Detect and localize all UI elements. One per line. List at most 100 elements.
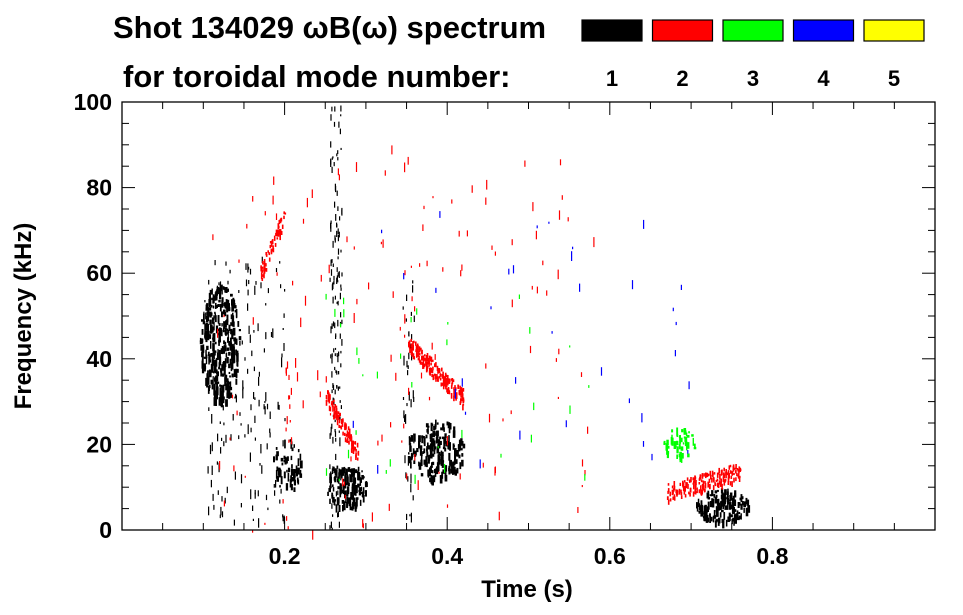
spectrum-point xyxy=(736,510,739,516)
spectrum-point xyxy=(219,514,221,519)
spectrum-point xyxy=(216,352,219,360)
spectrum-point xyxy=(734,467,736,470)
spectrum-point xyxy=(411,351,413,357)
spectrum-point xyxy=(421,355,423,361)
spectrum-point xyxy=(392,291,394,298)
spectrum-point xyxy=(354,469,358,474)
spectrum-point xyxy=(334,468,337,476)
spectrum-point xyxy=(432,430,435,438)
spectrum-point xyxy=(219,303,222,312)
spectrum-point xyxy=(272,195,274,205)
spectrum-point xyxy=(423,459,427,465)
spectrum-point xyxy=(208,279,210,285)
spectrum-point xyxy=(230,434,232,441)
spectrum-point xyxy=(368,282,370,290)
spectrum-point xyxy=(345,482,348,486)
spectrum-point xyxy=(676,446,679,454)
spectrum-point xyxy=(419,360,422,364)
spectrum-point xyxy=(232,414,234,421)
spectrum-point xyxy=(399,326,401,331)
spectrum-point xyxy=(717,482,719,488)
spectrum-point xyxy=(561,195,563,200)
spectrum-point xyxy=(214,260,216,266)
spectrum-point xyxy=(224,329,226,335)
spectrum-point xyxy=(400,353,402,359)
spectrum-point xyxy=(226,314,229,323)
spectrum-point xyxy=(235,393,237,398)
spectrum-point xyxy=(427,442,429,449)
spectrum-point xyxy=(413,340,415,344)
spectrum-point xyxy=(734,490,737,498)
spectrum-point xyxy=(203,311,205,316)
spectrum-point xyxy=(260,282,262,289)
spectrum-point xyxy=(233,519,235,526)
spectrum-point xyxy=(334,404,336,408)
spectrum-point xyxy=(723,499,726,503)
spectrum-point xyxy=(685,432,688,437)
spectrum-point xyxy=(214,390,217,400)
spectrum-point xyxy=(336,416,338,421)
legend-label-mode-4: 4 xyxy=(817,66,830,91)
spectrum-point xyxy=(327,394,330,400)
spectrum-point xyxy=(733,506,735,514)
spectrum-point xyxy=(738,512,741,515)
spectrum-point xyxy=(332,436,334,444)
spectrum-point xyxy=(216,383,218,388)
spectrum-point xyxy=(694,484,697,490)
spectrum-point xyxy=(381,434,383,442)
spectrum-point xyxy=(438,456,441,465)
spectrum-point xyxy=(288,395,290,400)
spectrum-point xyxy=(685,482,688,489)
spectrum-point xyxy=(410,338,412,342)
spectrum-point xyxy=(435,436,439,444)
spectrum-point xyxy=(412,285,414,293)
spectrum-point xyxy=(341,339,343,346)
spectrum-point xyxy=(266,443,268,450)
spectrum-point xyxy=(219,461,221,470)
spectrum-point xyxy=(440,374,442,377)
spectrum-point xyxy=(352,497,356,507)
spectrum-point xyxy=(302,400,304,409)
spectrum-point xyxy=(229,375,231,378)
spectrum-point xyxy=(551,331,553,334)
spectrum-point xyxy=(689,479,691,483)
spectrum-point xyxy=(738,477,741,482)
spectrum-point xyxy=(205,339,208,343)
spectrum-point xyxy=(577,507,579,513)
spectrum-point xyxy=(729,495,732,502)
spectrum-point xyxy=(405,472,407,479)
spectrum-point xyxy=(390,422,392,428)
spectrum-point xyxy=(327,398,330,402)
spectrum-point xyxy=(214,313,216,319)
spectrum-point xyxy=(204,324,206,333)
spectrum-point xyxy=(355,430,357,435)
spectrum-point xyxy=(735,470,737,473)
spectrum-point xyxy=(214,377,216,382)
spectrum-point xyxy=(340,363,342,368)
spectrum-point xyxy=(215,360,217,365)
spectrum-point xyxy=(723,512,726,520)
spectrum-point xyxy=(384,170,386,176)
spectrum-point xyxy=(238,435,240,440)
spectrum-point xyxy=(219,387,222,397)
spectrum-point xyxy=(443,427,445,432)
spectrum-point xyxy=(328,264,330,274)
spectrum-point xyxy=(533,402,535,411)
spectrum-point xyxy=(216,386,219,396)
spectrum-point xyxy=(334,410,336,415)
spectrum-point xyxy=(254,397,256,400)
spectrum-point xyxy=(440,450,443,460)
spectrum-point xyxy=(422,355,425,359)
spectrum-point xyxy=(411,296,413,302)
spectrum-point xyxy=(218,341,220,346)
spectrum-point xyxy=(671,437,674,446)
spectrum-point xyxy=(403,423,405,429)
plot-area xyxy=(199,105,751,540)
spectrum-point xyxy=(715,506,719,513)
spectrum-point xyxy=(724,497,727,500)
spectrum-point xyxy=(417,347,419,351)
spectrum-point xyxy=(205,312,207,320)
spectrum-point xyxy=(343,491,347,495)
spectrum-point xyxy=(289,479,292,488)
spectrum-point xyxy=(273,484,275,488)
